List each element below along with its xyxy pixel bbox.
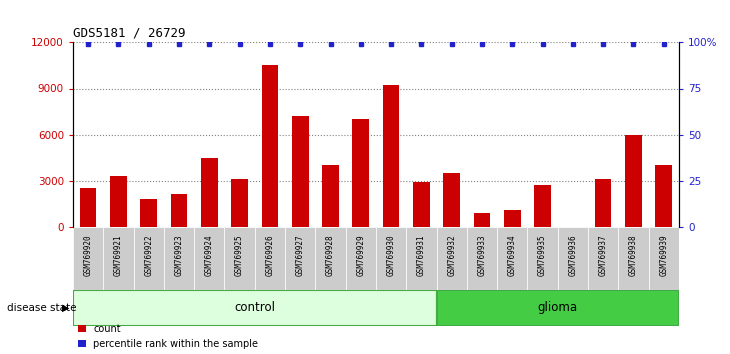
Bar: [231, 179, 248, 227]
Bar: [164, 227, 194, 290]
Legend: count, percentile rank within the sample: count, percentile rank within the sample: [78, 324, 258, 349]
Text: GSM769930: GSM769930: [387, 234, 396, 276]
Bar: [285, 227, 315, 290]
Text: GSM769939: GSM769939: [659, 234, 668, 276]
Bar: [171, 194, 188, 227]
Bar: [73, 290, 437, 326]
Bar: [497, 227, 528, 290]
Bar: [201, 158, 218, 227]
Bar: [558, 227, 588, 290]
Text: glioma: glioma: [538, 302, 577, 314]
Bar: [292, 116, 309, 227]
Text: GSM769922: GSM769922: [145, 234, 153, 276]
Bar: [73, 227, 104, 290]
Text: GSM769923: GSM769923: [174, 234, 183, 276]
Bar: [656, 165, 672, 227]
Text: GSM769932: GSM769932: [447, 234, 456, 276]
Text: control: control: [234, 302, 275, 314]
Bar: [534, 185, 551, 227]
Bar: [504, 210, 520, 227]
Bar: [625, 135, 642, 227]
Bar: [261, 65, 278, 227]
Text: GSM769925: GSM769925: [235, 234, 244, 276]
Bar: [595, 179, 612, 227]
Text: ▶: ▶: [62, 303, 69, 313]
Text: GSM769927: GSM769927: [296, 234, 304, 276]
Bar: [407, 227, 437, 290]
Bar: [474, 213, 491, 227]
Bar: [467, 227, 497, 290]
Bar: [383, 85, 399, 227]
Text: GSM769924: GSM769924: [205, 234, 214, 276]
Text: GSM769931: GSM769931: [417, 234, 426, 276]
Text: GSM769938: GSM769938: [629, 234, 638, 276]
Bar: [528, 227, 558, 290]
Bar: [413, 182, 430, 227]
Bar: [322, 165, 339, 227]
Bar: [346, 227, 376, 290]
Bar: [80, 188, 96, 227]
Text: GSM769937: GSM769937: [599, 234, 607, 276]
Bar: [588, 227, 618, 290]
Bar: [225, 227, 255, 290]
Bar: [194, 227, 225, 290]
Text: GSM769928: GSM769928: [326, 234, 335, 276]
Bar: [315, 227, 346, 290]
Text: GSM769920: GSM769920: [84, 234, 93, 276]
Text: GSM769935: GSM769935: [538, 234, 547, 276]
Text: GSM769929: GSM769929: [356, 234, 365, 276]
Bar: [353, 119, 369, 227]
Bar: [376, 227, 407, 290]
Bar: [104, 227, 134, 290]
Bar: [437, 290, 679, 326]
Text: GSM769933: GSM769933: [477, 234, 486, 276]
Bar: [443, 173, 460, 227]
Bar: [437, 227, 467, 290]
Text: disease state: disease state: [7, 303, 77, 313]
Text: GSM769936: GSM769936: [569, 234, 577, 276]
Text: GSM769921: GSM769921: [114, 234, 123, 276]
Text: GSM769934: GSM769934: [508, 234, 517, 276]
Bar: [618, 227, 649, 290]
Bar: [110, 176, 127, 227]
Bar: [649, 227, 679, 290]
Bar: [255, 227, 285, 290]
Bar: [140, 199, 157, 227]
Bar: [134, 227, 164, 290]
Text: GDS5181 / 26729: GDS5181 / 26729: [73, 27, 185, 40]
Text: GSM769926: GSM769926: [266, 234, 274, 276]
